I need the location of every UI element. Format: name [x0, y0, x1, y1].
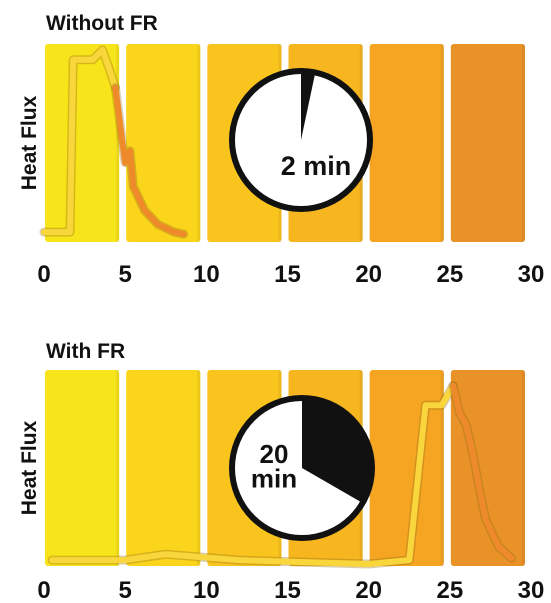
x-tick-label: 15 — [274, 261, 301, 288]
time-band-2 — [126, 370, 201, 566]
time-band-shade — [440, 370, 444, 566]
chart-title: Without FR — [46, 12, 158, 35]
series-line-2 — [450, 382, 515, 562]
y-axis-label: Heat Flux — [18, 95, 41, 190]
x-tick-label: 5 — [118, 577, 131, 603]
series-line-1 — [49, 382, 457, 567]
time-band-1 — [45, 44, 120, 242]
x-tick-label: 25 — [436, 577, 463, 603]
time-band-6 — [450, 44, 525, 242]
x-tick-label: 30 — [518, 261, 545, 288]
series-line-1 — [41, 46, 119, 236]
time-band-5 — [369, 370, 444, 566]
time-band-shade — [197, 44, 201, 242]
time-band-shade — [440, 44, 444, 242]
x-tick-label: 10 — [193, 577, 220, 603]
x-tick-label: 0 — [37, 261, 50, 288]
x-tick-label: 5 — [118, 261, 131, 288]
chart-title: With FR — [46, 340, 125, 363]
time-band-shade — [116, 370, 120, 566]
x-tick-label: 30 — [518, 577, 545, 603]
x-tick-label: 0 — [37, 577, 50, 603]
x-tick-label: 15 — [274, 577, 301, 603]
time-band-6 — [450, 370, 525, 566]
timer-elapsed-wedge — [301, 73, 315, 140]
time-band-shade — [522, 44, 525, 242]
x-tick-label: 10 — [193, 261, 220, 288]
x-tick-label: 20 — [355, 261, 382, 288]
chart-without-fr: Without FR Heat Flux 2 min 0 5 10 15 20 25 30 — [18, 12, 544, 288]
y-axis-label: Heat Flux — [18, 420, 41, 515]
timer-label: 2 min — [281, 151, 352, 181]
x-tick-label: 20 — [355, 577, 382, 603]
timer-label: 20 min — [251, 439, 297, 494]
x-tick-label: 25 — [436, 261, 463, 288]
time-band-shade — [197, 370, 201, 566]
time-band-shade — [116, 44, 120, 242]
time-band-5 — [369, 44, 444, 242]
time-band-shade — [522, 370, 525, 566]
time-band-2 — [126, 44, 201, 242]
series-line-2 — [112, 84, 187, 238]
time-band-1 — [45, 370, 120, 566]
chart-with-fr: With FR Heat Flux 20 min 0 5 10 15 20 25 30 — [18, 340, 544, 603]
timer-elapsed-wedge — [302, 400, 371, 502]
